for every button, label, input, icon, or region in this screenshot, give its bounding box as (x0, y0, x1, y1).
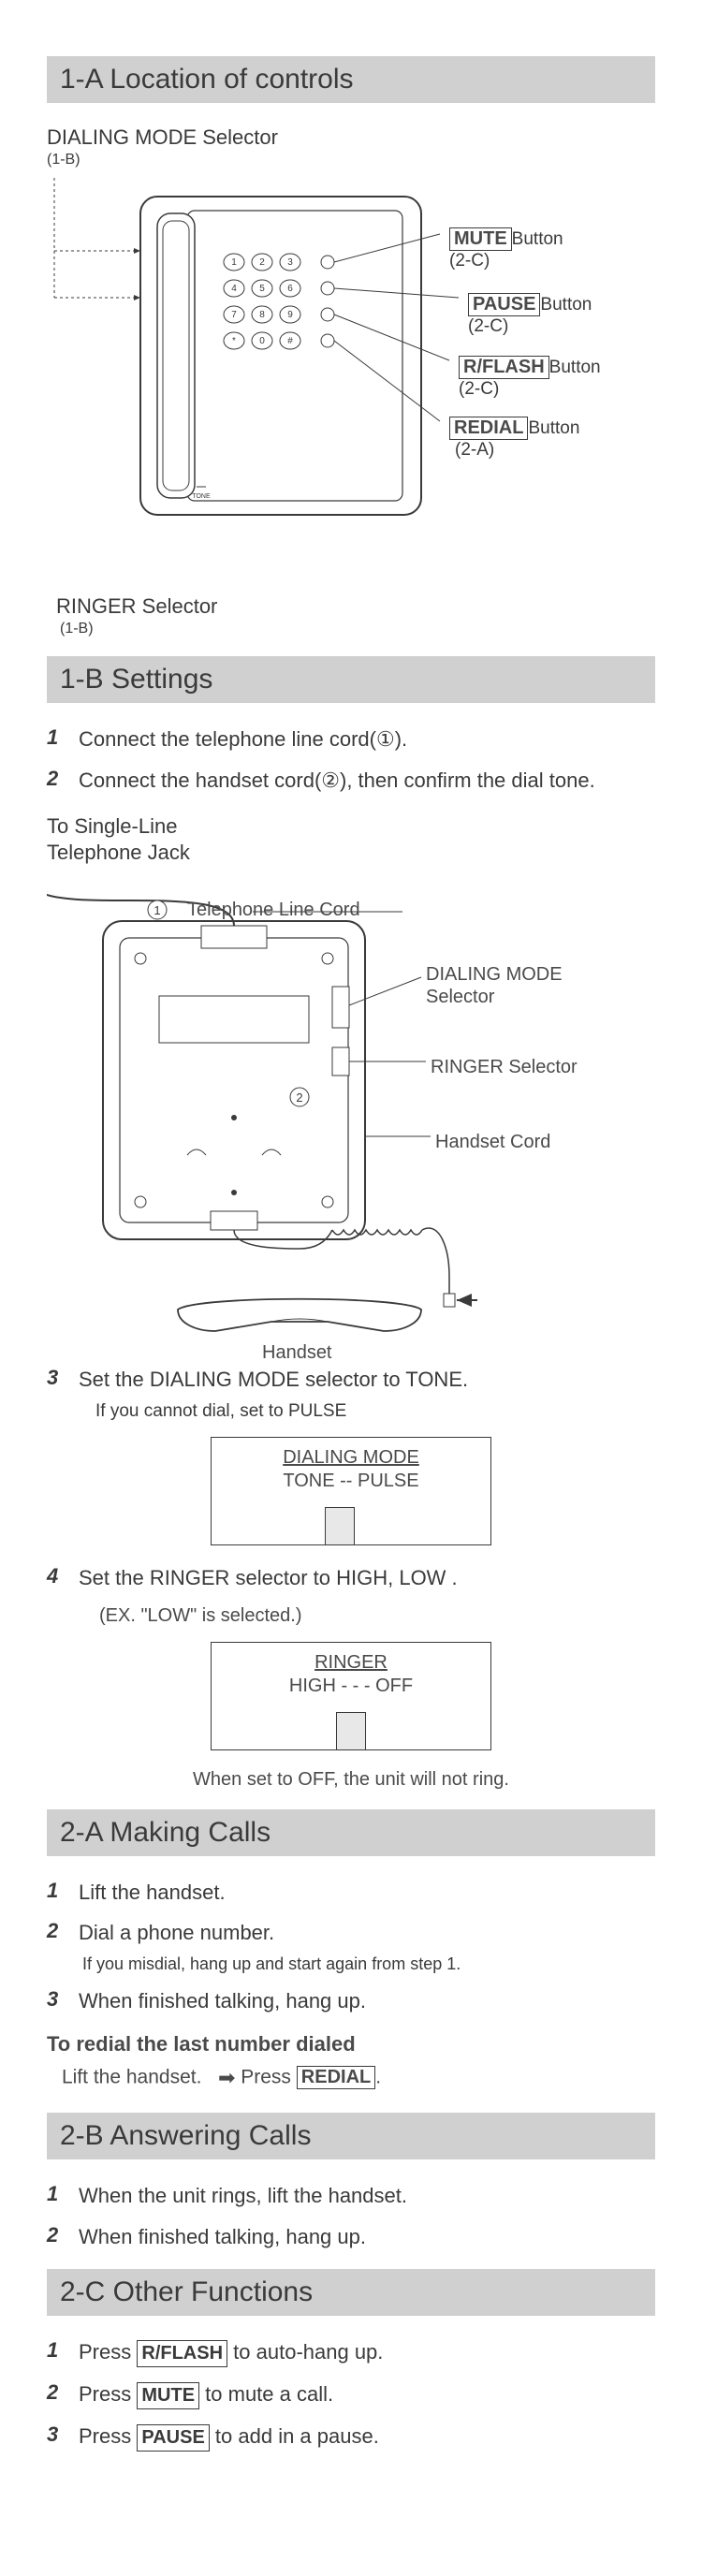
step-1b-4: 4 Set the RINGER selector to HIGH, LOW . (47, 1564, 655, 1592)
key-5: 5 (259, 284, 265, 294)
svg-text:TONE: TONE (192, 493, 211, 500)
key-7: 7 (231, 310, 237, 320)
key-1: 1 (231, 257, 237, 268)
step-2c-1: 1 Press R/FLASH to auto-hang up. (47, 2338, 655, 2367)
section-header-2a: 2-A Making Calls (47, 1809, 655, 1856)
step-2c-2: 2 Press MUTE to mute a call. (47, 2380, 655, 2409)
redial-callout: REDIAL Button (2-A) (449, 417, 579, 461)
key-star: * (232, 336, 236, 346)
off-note: When set to OFF, the unit will not ring. (47, 1769, 655, 1791)
key-2: 2 (259, 257, 265, 268)
step-1b-2: 2 Connect the handset cord(②), then conf… (47, 767, 655, 795)
handset-cord-label: Handset Cord (435, 1132, 550, 1153)
ringer-selector-label: RINGER Selector (431, 1057, 578, 1078)
key-6: 6 (287, 284, 293, 294)
rflash-callout: R/FLASH Button (2-C) (459, 356, 601, 400)
section-header-2c: 2-C Other Functions (47, 2269, 655, 2316)
key-4: 4 (231, 284, 237, 294)
step-1b-3-note: If you cannot dial, set to PULSE (95, 1401, 655, 1422)
step-2a-3: 3When finished talking, hang up. (47, 1987, 655, 2015)
step-2a-1: 1Lift the handset. (47, 1879, 655, 1907)
dialing-mode-selector-label: DIALING MODESelector (426, 963, 563, 1008)
section-header-1a: 1-A Location of controls (47, 56, 655, 103)
mute-callout: MUTE Button (2-C) (449, 227, 563, 271)
step-1b-1: 1 Connect the telephone line cord(①). (47, 725, 655, 754)
to-single-line: To Single-Line (47, 814, 655, 839)
dialing-mode-label: DIALING MODE Selector (47, 125, 655, 150)
redial-header: To redial the last number dialed (47, 2032, 655, 2056)
step-2b-2: 2When finished talking, hang up. (47, 2223, 655, 2251)
figure-1a: 1 2 3 4 5 6 7 8 9 * 0 # TONE MUTE Button… (47, 178, 655, 576)
ringer-ref: (1-B) (60, 621, 655, 637)
step-2c-3: 3 Press PAUSE to add in a pause. (47, 2422, 655, 2452)
svg-text:1: 1 (154, 903, 160, 917)
key-9: 9 (287, 310, 293, 320)
ringer-label: RINGER Selector (56, 594, 655, 619)
step-2a-2: 2Dial a phone number. (47, 1919, 655, 1947)
handset-label: Handset (262, 1342, 332, 1364)
section-header-2b: 2-B Answering Calls (47, 2113, 655, 2159)
telephone-jack: Telephone Jack (47, 841, 655, 865)
arrow-icon: ➡ (218, 2066, 235, 2089)
ringer-box: RINGER HIGH - - - OFF (211, 1642, 491, 1750)
telephone-line-cord-label: Telephone Line Cord (187, 900, 360, 921)
step-1b-3: 3 Set the DIALING MODE selector to TONE. (47, 1366, 655, 1394)
svg-text:2: 2 (296, 1090, 302, 1105)
step-1b-4-ex: (EX. "LOW" is selected.) (99, 1605, 655, 1627)
dialing-mode-box: DIALING MODE TONE -- PULSE (211, 1437, 491, 1545)
key-0: 0 (259, 336, 265, 346)
pause-callout: PAUSE Button (2-C) (468, 293, 592, 337)
figure-1b: 1 2 Telephone Line Cord DIALING MODESele… (47, 874, 655, 1347)
key-hash: # (287, 336, 293, 346)
key-8: 8 (259, 310, 265, 320)
step-2b-1: 1When the unit rings, lift the handset. (47, 2182, 655, 2210)
step-2a-2-note: If you misdial, hang up and start again … (82, 1954, 655, 1974)
section-header-1b: 1-B Settings (47, 656, 655, 703)
redial-instruction: Lift the handset. ➡ Press REDIAL. (62, 2066, 655, 2090)
key-3: 3 (287, 257, 293, 268)
dialing-mode-ref: (1-B) (47, 152, 655, 168)
